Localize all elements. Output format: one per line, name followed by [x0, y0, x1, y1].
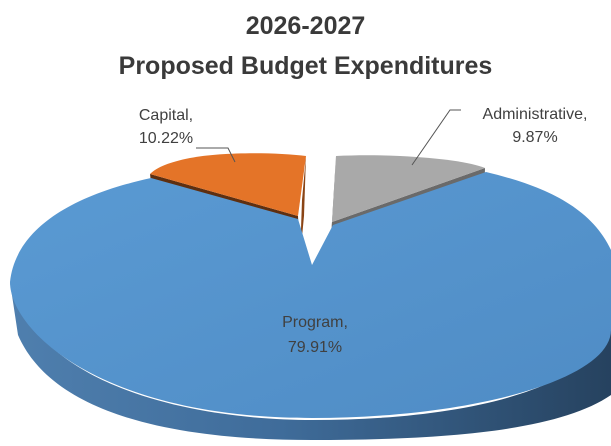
label-program-value: 79.91%: [288, 339, 342, 356]
chart-title-line-2: Proposed Budget Expenditures: [118, 52, 493, 80]
leader-line-capital: [196, 147, 236, 163]
chart-title-line-1: 2026-2027: [245, 12, 366, 40]
slice-administrative-top: [332, 155, 485, 222]
leader-line-administrative: [411, 109, 461, 166]
chart-title: 2026-2027 Proposed Budget Expenditures: [0, 6, 611, 86]
slice-program-top: [10, 172, 611, 418]
slice-program: [10, 172, 611, 440]
leader-lines: [196, 109, 461, 166]
slice-capital-top: [150, 153, 306, 216]
label-administrative-name: Administrative,: [483, 106, 588, 123]
label-capital-name: Capital,: [139, 107, 193, 124]
label-capital-value: 10.22%: [139, 130, 193, 147]
label-administrative-value: 9.87%: [512, 129, 557, 146]
label-program-name: Program,: [282, 314, 348, 331]
